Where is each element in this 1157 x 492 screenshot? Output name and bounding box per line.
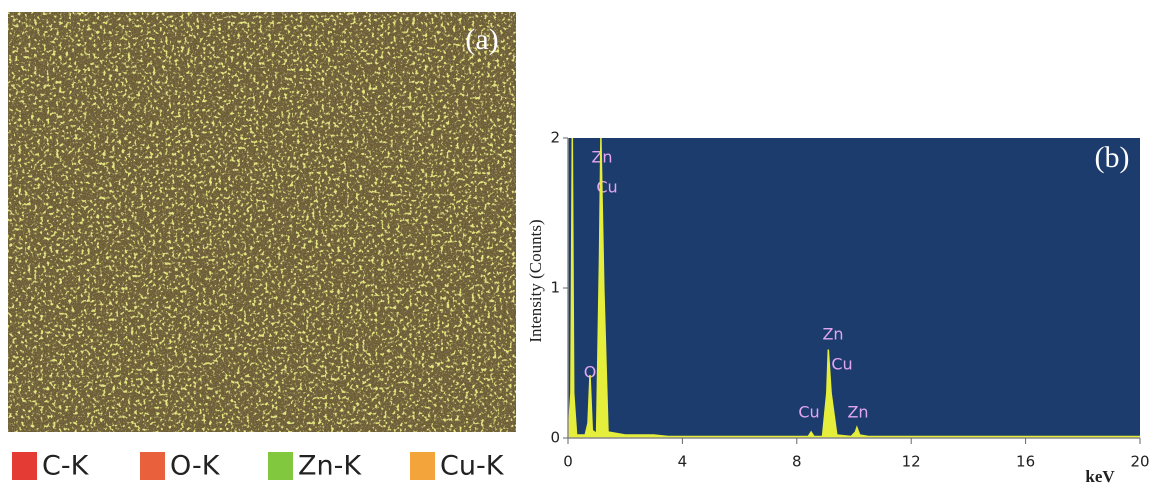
- legend-label: Zn-K: [298, 451, 362, 482]
- y-tick-label: 1: [550, 279, 560, 297]
- peak-label: Cu: [831, 355, 852, 374]
- plot-background: [568, 138, 1140, 438]
- legend-swatch: [268, 452, 293, 480]
- legend-label: Cu-K: [440, 451, 505, 482]
- page: (a) C-K O-K Zn-K Cu-K (b) Intensity (Counts…: [0, 0, 1157, 492]
- peak-label: Cu: [798, 403, 819, 422]
- x-tick-label: 8: [792, 453, 802, 471]
- map-specks: [8, 12, 516, 432]
- figure: (a) C-K O-K Zn-K Cu-K (b) Intensity (Counts…: [0, 0, 1157, 488]
- y-tick-label: 0: [550, 429, 560, 447]
- legend: C-K O-K Zn-K Cu-K: [12, 451, 505, 482]
- panel-label: (b): [1095, 141, 1130, 174]
- x-tick-label: 16: [1016, 453, 1035, 471]
- legend-label: C-K: [42, 451, 90, 482]
- y-tick-label: 2: [550, 129, 560, 147]
- x-tick-label: 20: [1130, 453, 1149, 471]
- spectrum-chart: (b) Intensity (Counts) keV Zn Cu O Zn Cu…: [526, 129, 1150, 486]
- x-tick-label: 12: [902, 453, 921, 471]
- legend-swatch: [140, 452, 165, 480]
- legend-swatch: [410, 452, 435, 480]
- map-panel: (a): [8, 12, 516, 432]
- x-tick-label: 0: [563, 453, 573, 471]
- x-axis-label: keV: [1085, 467, 1115, 486]
- legend-swatch: [12, 452, 37, 480]
- legend-label: O-K: [170, 451, 221, 482]
- y-axis-label: Intensity (Counts): [526, 219, 545, 342]
- peak-label: Zn: [822, 325, 843, 344]
- peak-label: Zn: [847, 403, 868, 422]
- x-tick-label: 4: [678, 453, 688, 471]
- panel-label: (a): [465, 23, 498, 56]
